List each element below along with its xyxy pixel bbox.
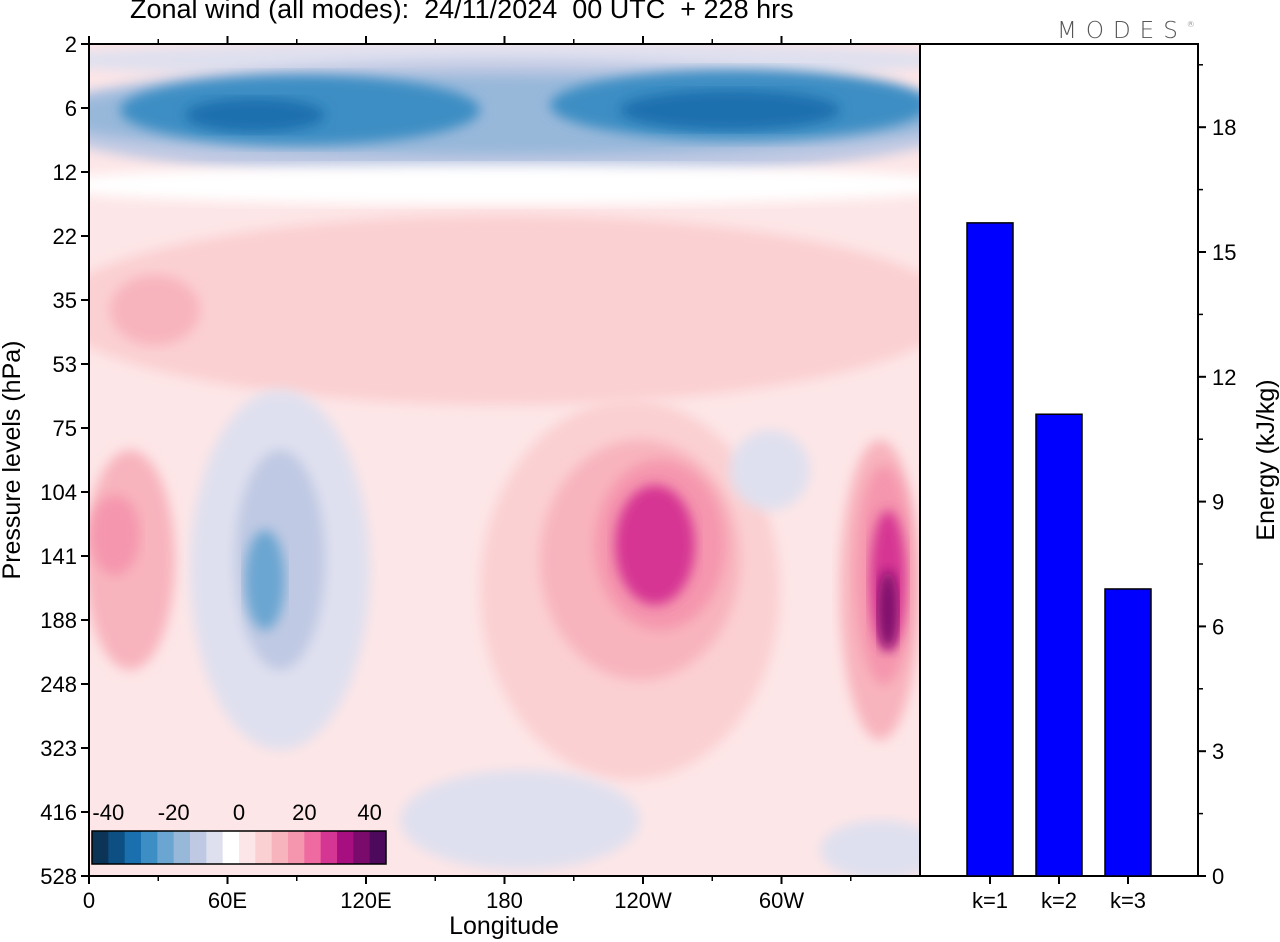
colorbar-label: -20 xyxy=(158,800,190,825)
energy-tick-label: 9 xyxy=(1212,490,1224,515)
logo-mark: ® xyxy=(1186,20,1195,29)
colorbar-swatch xyxy=(239,831,256,864)
x-tick-label: 60W xyxy=(759,888,804,913)
bar-category-label: k=2 xyxy=(1041,888,1077,913)
y-tick-label: 75 xyxy=(53,416,77,441)
contour-field xyxy=(89,44,920,876)
energy-tick-label: 0 xyxy=(1212,864,1224,889)
energy-tick-label: 18 xyxy=(1212,115,1236,140)
y-tick-label: 12 xyxy=(53,160,77,185)
y-tick-label: 2 xyxy=(65,32,77,57)
x-axis-title: Longitude xyxy=(449,912,559,940)
y-tick-label: 53 xyxy=(53,352,77,377)
colorbar-swatch xyxy=(108,831,126,864)
colorbar-label: 0 xyxy=(233,800,245,825)
contour-region xyxy=(620,90,840,130)
colorbar-swatch xyxy=(206,831,224,864)
contour-region xyxy=(100,240,700,360)
y-tick-label: 6 xyxy=(65,96,77,121)
x-tick-label: 0 xyxy=(83,888,95,913)
modes-logo: MODES® xyxy=(1057,18,1195,44)
y-tick-label: 22 xyxy=(53,224,77,249)
energy-bars: k=1 k=2 k=3 xyxy=(966,222,1152,913)
y-axis: 2 6 12 22 35 53 75 104 141 188 248 323 416 528 xyxy=(40,32,89,889)
colorbar-swatch xyxy=(173,831,191,864)
x-tick-label: 120W xyxy=(614,888,672,913)
contour-region xyxy=(245,530,285,630)
x-tick-label: 180 xyxy=(486,888,523,913)
colorbar-frame xyxy=(91,830,387,865)
x-tick-label: 120E xyxy=(340,888,391,913)
colorbar-label: 20 xyxy=(292,800,316,825)
y-tick-label: 416 xyxy=(40,800,77,825)
energy-axis-title: Energy (kJ/kg) xyxy=(1252,379,1280,540)
contour-region xyxy=(89,165,920,205)
logo-text: MODES xyxy=(1057,18,1187,44)
colorbar-swatch xyxy=(288,831,305,864)
colorbar-label: 40 xyxy=(357,800,381,825)
contour-region xyxy=(185,98,325,132)
chart-title: Zonal wind (all modes): 24/11/2024 00 UT… xyxy=(130,0,794,24)
energy-tick-label: 6 xyxy=(1212,614,1224,639)
x-tick-label: 60E xyxy=(208,888,247,913)
bar-category-label: k=3 xyxy=(1110,888,1146,913)
colorbar-swatch xyxy=(92,831,109,864)
energy-tick-label: 3 xyxy=(1212,739,1224,764)
colorbar-swatch xyxy=(190,831,207,864)
y-tick-label: 104 xyxy=(40,480,77,505)
colorbar-swatch xyxy=(369,831,387,864)
colorbar-label: -40 xyxy=(92,800,124,825)
energy-tick-label: 12 xyxy=(1212,365,1236,390)
colorbar-swatch xyxy=(222,831,240,864)
energy-bar xyxy=(1035,413,1083,877)
contour-region xyxy=(820,820,920,876)
y-tick-label: 323 xyxy=(40,736,77,761)
contour-region xyxy=(90,495,140,575)
colorbar: -40 -20 0 20 40 xyxy=(91,800,387,865)
contour-region xyxy=(110,275,200,345)
colorbar-swatch xyxy=(320,831,338,864)
y-tick-label: 188 xyxy=(40,608,77,633)
energy-bar xyxy=(1104,588,1152,877)
energy-bar xyxy=(966,222,1014,877)
colorbar-swatch xyxy=(337,831,354,864)
colorbar-swatch xyxy=(271,831,289,864)
contour-region xyxy=(878,570,898,650)
energy-tick-label: 15 xyxy=(1212,240,1236,265)
bar-category-label: k=1 xyxy=(972,888,1008,913)
y-axis-title: Pressure levels (hPa) xyxy=(0,341,26,580)
y-tick-label: 248 xyxy=(40,672,77,697)
colorbar-swatch xyxy=(353,831,371,864)
colorbar-swatch xyxy=(255,831,273,864)
x-axis: 0 60E 120E 180 120W 60W xyxy=(83,36,852,913)
colorbar-swatch xyxy=(141,831,158,864)
y-tick-label: 528 xyxy=(40,864,77,889)
contour-region xyxy=(615,485,695,605)
y-tick-label: 35 xyxy=(53,288,77,313)
contour-region xyxy=(730,430,810,510)
energy-axis: 0 3 6 9 12 15 18 xyxy=(1198,64,1236,889)
colorbar-swatch xyxy=(124,831,142,864)
colorbar-swatch xyxy=(157,831,175,864)
contour-region xyxy=(400,770,640,870)
colorbar-swatch xyxy=(304,831,322,864)
y-tick-label: 141 xyxy=(40,544,77,569)
